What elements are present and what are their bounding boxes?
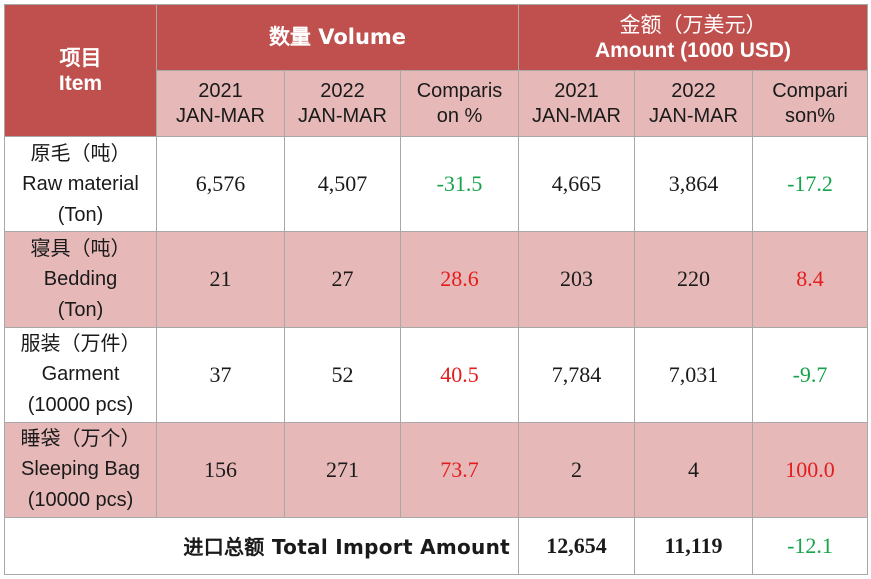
volume-comparison-cell: 28.6 [400,231,519,328]
subheader-period: JAN-MAR [532,104,621,127]
import-table: 项目 Item 数量 Volume 金额（万美元） Amount (1000 U… [4,3,869,576]
item-cell: 寝具（吨） Bedding (Ton) [4,231,157,328]
table-row: 寝具（吨） Bedding (Ton) 21 27 28.6 203 220 8… [4,231,869,328]
total-amount-comparison: -12.1 [751,516,869,576]
item-name-cn: 原毛（吨） [30,140,131,165]
volume-comparison-header: Comparis on % [400,70,519,138]
volume-2021-cell: 6,576 [156,136,285,233]
subheader-period: JAN-MAR [649,104,738,127]
volume-header: 数量 Volume [156,3,519,72]
amount-comparison-header: Compari son% [751,70,869,138]
total-amount-2022: 11,119 [634,516,753,576]
volume-comparison-cell: -31.5 [400,136,519,233]
subheader-period: JAN-MAR [176,104,265,127]
item-name-en: Garment [41,363,120,386]
subheader-label-part1: Compari [772,79,848,102]
item-unit: (10000 pcs) [27,394,134,417]
volume-comparison-cell: 40.5 [400,326,519,423]
table-row: 服装（万件） Garment (10000 pcs) 37 52 40.5 7,… [4,326,869,423]
subheader-year: 2022 [320,79,365,102]
table-row: 原毛（吨） Raw material (Ton) 6,576 4,507 -31… [4,136,869,233]
total-row: 进口总额 Total Import Amount 12,654 11,119 -… [4,516,869,576]
item-unit: (10000 pcs) [27,489,134,512]
amount-2021-cell: 4,665 [518,136,635,233]
subheader-year: 2022 [671,79,716,102]
volume-2022-cell: 27 [284,231,401,328]
amount-comparison-cell: 100.0 [751,421,869,518]
amount-2021-header: 2021 JAN-MAR [518,70,635,138]
volume-2022-cell: 271 [284,421,401,518]
amount-2022-cell: 3,864 [634,136,753,233]
subheader-label-part2: on % [436,104,483,127]
volume-2022-header: 2022 JAN-MAR [284,70,401,138]
item-header: 项目 Item [4,3,157,138]
amount-2022-cell: 4 [634,421,753,518]
item-name-cn: 睡袋（万个） [20,426,141,451]
table-row: 睡袋（万个） Sleeping Bag (10000 pcs) 156 271 … [4,421,869,518]
item-cell: 服装（万件） Garment (10000 pcs) [4,326,157,423]
volume-2021-cell: 156 [156,421,285,518]
volume-2022-cell: 52 [284,326,401,423]
amount-comparison-cell: -17.2 [751,136,869,233]
subheader-year: 2021 [198,79,243,102]
item-name-en: Sleeping Bag [21,458,140,481]
total-amount-2021: 12,654 [518,516,635,576]
amount-2021-cell: 203 [518,231,635,328]
subheader-label-part1: Comparis [416,79,503,102]
amount-comparison-cell: -9.7 [751,326,869,423]
amount-comparison-cell: 8.4 [751,231,869,328]
subheader-label-part2: son% [785,104,836,127]
amount-2021-cell: 7,784 [518,326,635,423]
amount-header-cn: 金额（万美元） [619,12,767,37]
item-unit: (Ton) [57,298,104,321]
volume-2021-header: 2021 JAN-MAR [156,70,285,138]
amount-header-en: Amount (1000 USD) [595,38,792,62]
volume-2022-cell: 4,507 [284,136,401,233]
volume-comparison-cell: 73.7 [400,421,519,518]
item-cell: 睡袋（万个） Sleeping Bag (10000 pcs) [4,421,157,518]
amount-header: 金额（万美元） Amount (1000 USD) [517,3,869,72]
amount-2022-cell: 220 [634,231,753,328]
item-cell: 原毛（吨） Raw material (Ton) [4,136,157,233]
item-name-en: Raw material [22,172,139,195]
item-header-cn: 项目 [59,45,102,70]
subheader-year: 2021 [554,79,599,102]
total-label: 进口总额 Total Import Amount [4,516,519,576]
amount-2021-cell: 2 [518,421,635,518]
amount-2022-cell: 7,031 [634,326,753,423]
volume-2021-cell: 21 [156,231,285,328]
volume-header-label: 数量 Volume [268,25,407,50]
subheader-period: JAN-MAR [298,104,387,127]
item-name-cn: 寝具（吨） [30,235,131,260]
item-header-en: Item [58,71,103,95]
amount-2022-header: 2022 JAN-MAR [634,70,753,138]
volume-2021-cell: 37 [156,326,285,423]
item-unit: (Ton) [57,203,104,226]
item-name-cn: 服装（万件） [20,331,141,356]
item-name-en: Bedding [43,267,118,290]
